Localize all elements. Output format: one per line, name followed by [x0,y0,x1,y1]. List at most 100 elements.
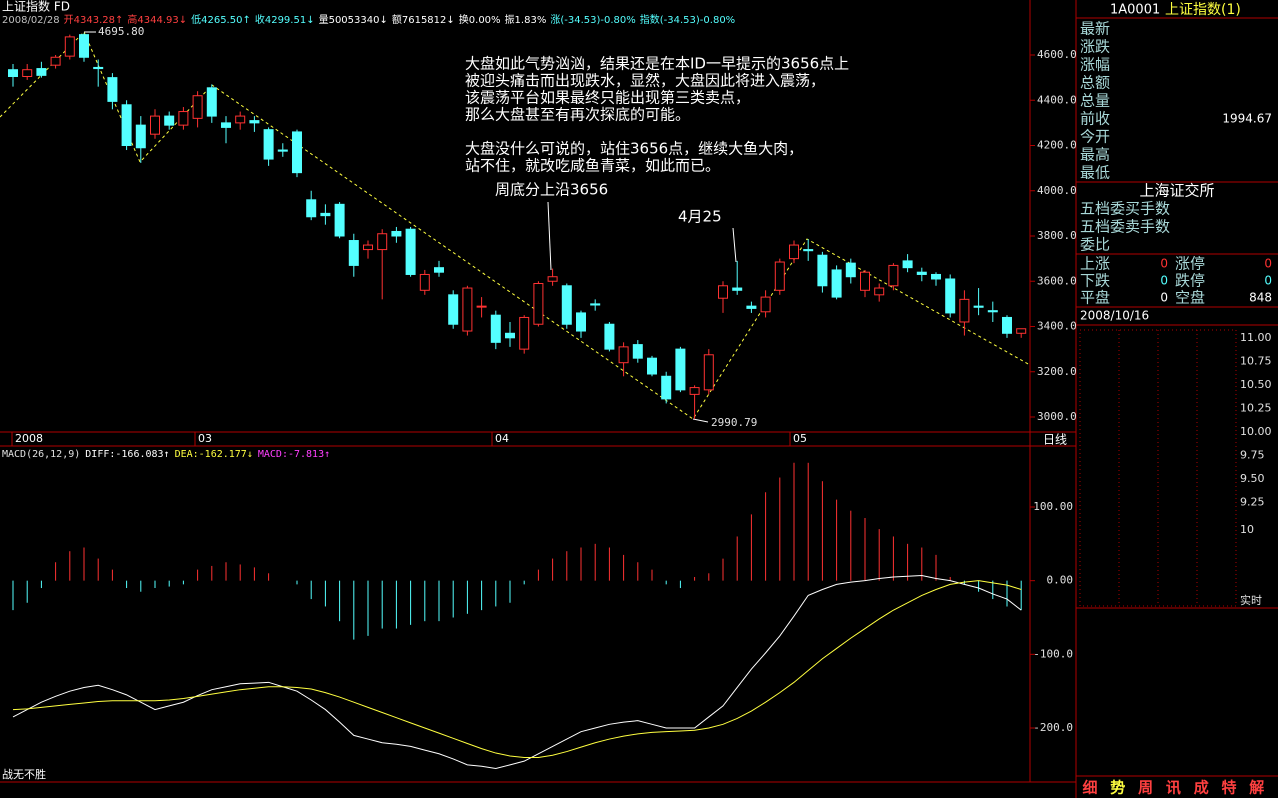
quote-label: 最新 [1080,20,1110,38]
quote-label: 总额 [1080,74,1110,92]
macd-legend: MACD:-7.813↑ [258,449,330,460]
annotation: 被迎头痛击而出现跌水，显然，大盘因此将进入震荡， [465,72,825,90]
stat-value: 0 [1264,274,1272,288]
candle-body [533,283,544,325]
candle-body [561,285,572,325]
y-tick-label: 3200.0 [1037,365,1077,378]
y-tick-label: 4400.0 [1037,93,1077,106]
candle-body [448,294,459,325]
mini-tick: 9.75 [1240,449,1265,462]
macd-legend: DIFF:-166.083↑ [85,449,169,460]
candle-body [760,296,771,313]
side-code: 1A0001 [1110,3,1160,18]
order-label: 五档委买手数 [1080,200,1170,218]
candle-body [206,87,217,117]
mini-mode: 实时 [1240,593,1262,607]
candle-body [462,287,473,332]
mini-chart-frame [1079,329,1237,607]
candle-body [973,305,984,308]
quote-label: 总量 [1080,92,1110,110]
tab[interactable]: 势 [1110,779,1125,797]
candle-body [363,244,373,251]
candle-body [661,375,672,400]
stat-value: 0 [1264,257,1272,271]
candle-body [434,267,444,273]
side-name: 上证指数(1) [1165,2,1241,18]
tab[interactable]: 成 [1194,779,1209,797]
candle-body [391,230,402,237]
candle-body [263,129,274,160]
stat-label: 平盘 [1080,289,1110,307]
annotation: 大盘没什么可说的，站住3656点，继续大鱼大肉， [465,140,803,158]
stat-value: 0 [1160,274,1168,288]
y-tick-label: 3800.0 [1037,229,1077,242]
candle-body [831,269,842,298]
candle-body [221,122,231,128]
quote-field: 开4343.28↑ [64,15,124,26]
candle-body [306,199,317,218]
candle-body [79,34,89,58]
exchange: 上海证交所 [1139,182,1214,200]
candle-body [647,357,657,375]
y-tick-label: -100.0 [1033,647,1073,660]
stat-label: 下跌 [1080,272,1110,290]
quote-field: 涨(-34.53)-0.80% [550,14,635,26]
callout: 4月25 [678,208,722,226]
tab[interactable]: 特 [1221,779,1236,797]
callout: 周底分上沿3656 [495,181,608,199]
candle-body [860,271,870,291]
annotation: 站不住，就改吃咸鱼青菜，如此而已。 [465,157,720,175]
candle-body [987,310,998,313]
candle-body [902,260,913,269]
candle-body [576,312,586,332]
candle-body [135,124,146,149]
candle-body [632,344,643,359]
candle-body [945,278,956,314]
mini-tick: 9.25 [1240,496,1265,509]
callout-line [692,418,709,423]
macd-legend: DEA:-162.177↓ [175,449,253,460]
candle-body [732,287,743,291]
candle-body [888,264,899,287]
prev-close: 1994.67 [1222,112,1272,126]
y-tick-label: 4000.0 [1037,184,1077,197]
date-label: 2008 [15,432,43,445]
quote-field: 收4299.51↓ [255,13,315,26]
candle-body [959,298,970,323]
candle-body [334,203,345,237]
candle-body [192,95,203,119]
dea-line [12,580,1022,758]
order-label: 委比 [1080,236,1110,254]
stat-label: 涨停 [1175,255,1205,273]
mini-tick: 10.75 [1240,355,1272,368]
candle-body [746,305,757,309]
date-label: 04 [495,432,509,445]
footer: 战无不胜 [2,767,46,781]
candle-body [377,233,388,251]
y-tick-label: 0.00 [1047,574,1074,587]
date-label: 03 [198,432,212,445]
quote-label: 最高 [1080,146,1110,164]
tab[interactable]: 周 [1138,779,1153,797]
candle-body [505,332,515,339]
annotation: 大盘如此气势汹汹，结果还是在本ID一早提示的3656点上 [465,55,849,73]
candle-body [490,314,501,343]
candle-body [419,273,430,291]
candle-body [107,77,118,102]
candle-body [22,69,33,77]
candle-body [519,316,530,350]
chart-title: 上证指数 FD [2,0,70,14]
candle-body [320,212,331,217]
candle-body [249,120,260,124]
y-tick-label: 3400.0 [1037,320,1077,333]
y-tick-label: 4200.0 [1037,139,1077,152]
macd-legend: MACD(26,12,9) [2,449,80,460]
tab[interactable]: 讯 [1166,779,1181,797]
quote-field: 量50053340↓ [319,14,388,26]
tab[interactable]: 细 [1082,779,1097,797]
tab[interactable]: 解 [1249,779,1264,797]
candle-body [178,111,189,126]
mini-tick: 10.50 [1240,378,1272,391]
candle-body [1002,316,1012,334]
mini-tick: 10 [1240,523,1254,536]
